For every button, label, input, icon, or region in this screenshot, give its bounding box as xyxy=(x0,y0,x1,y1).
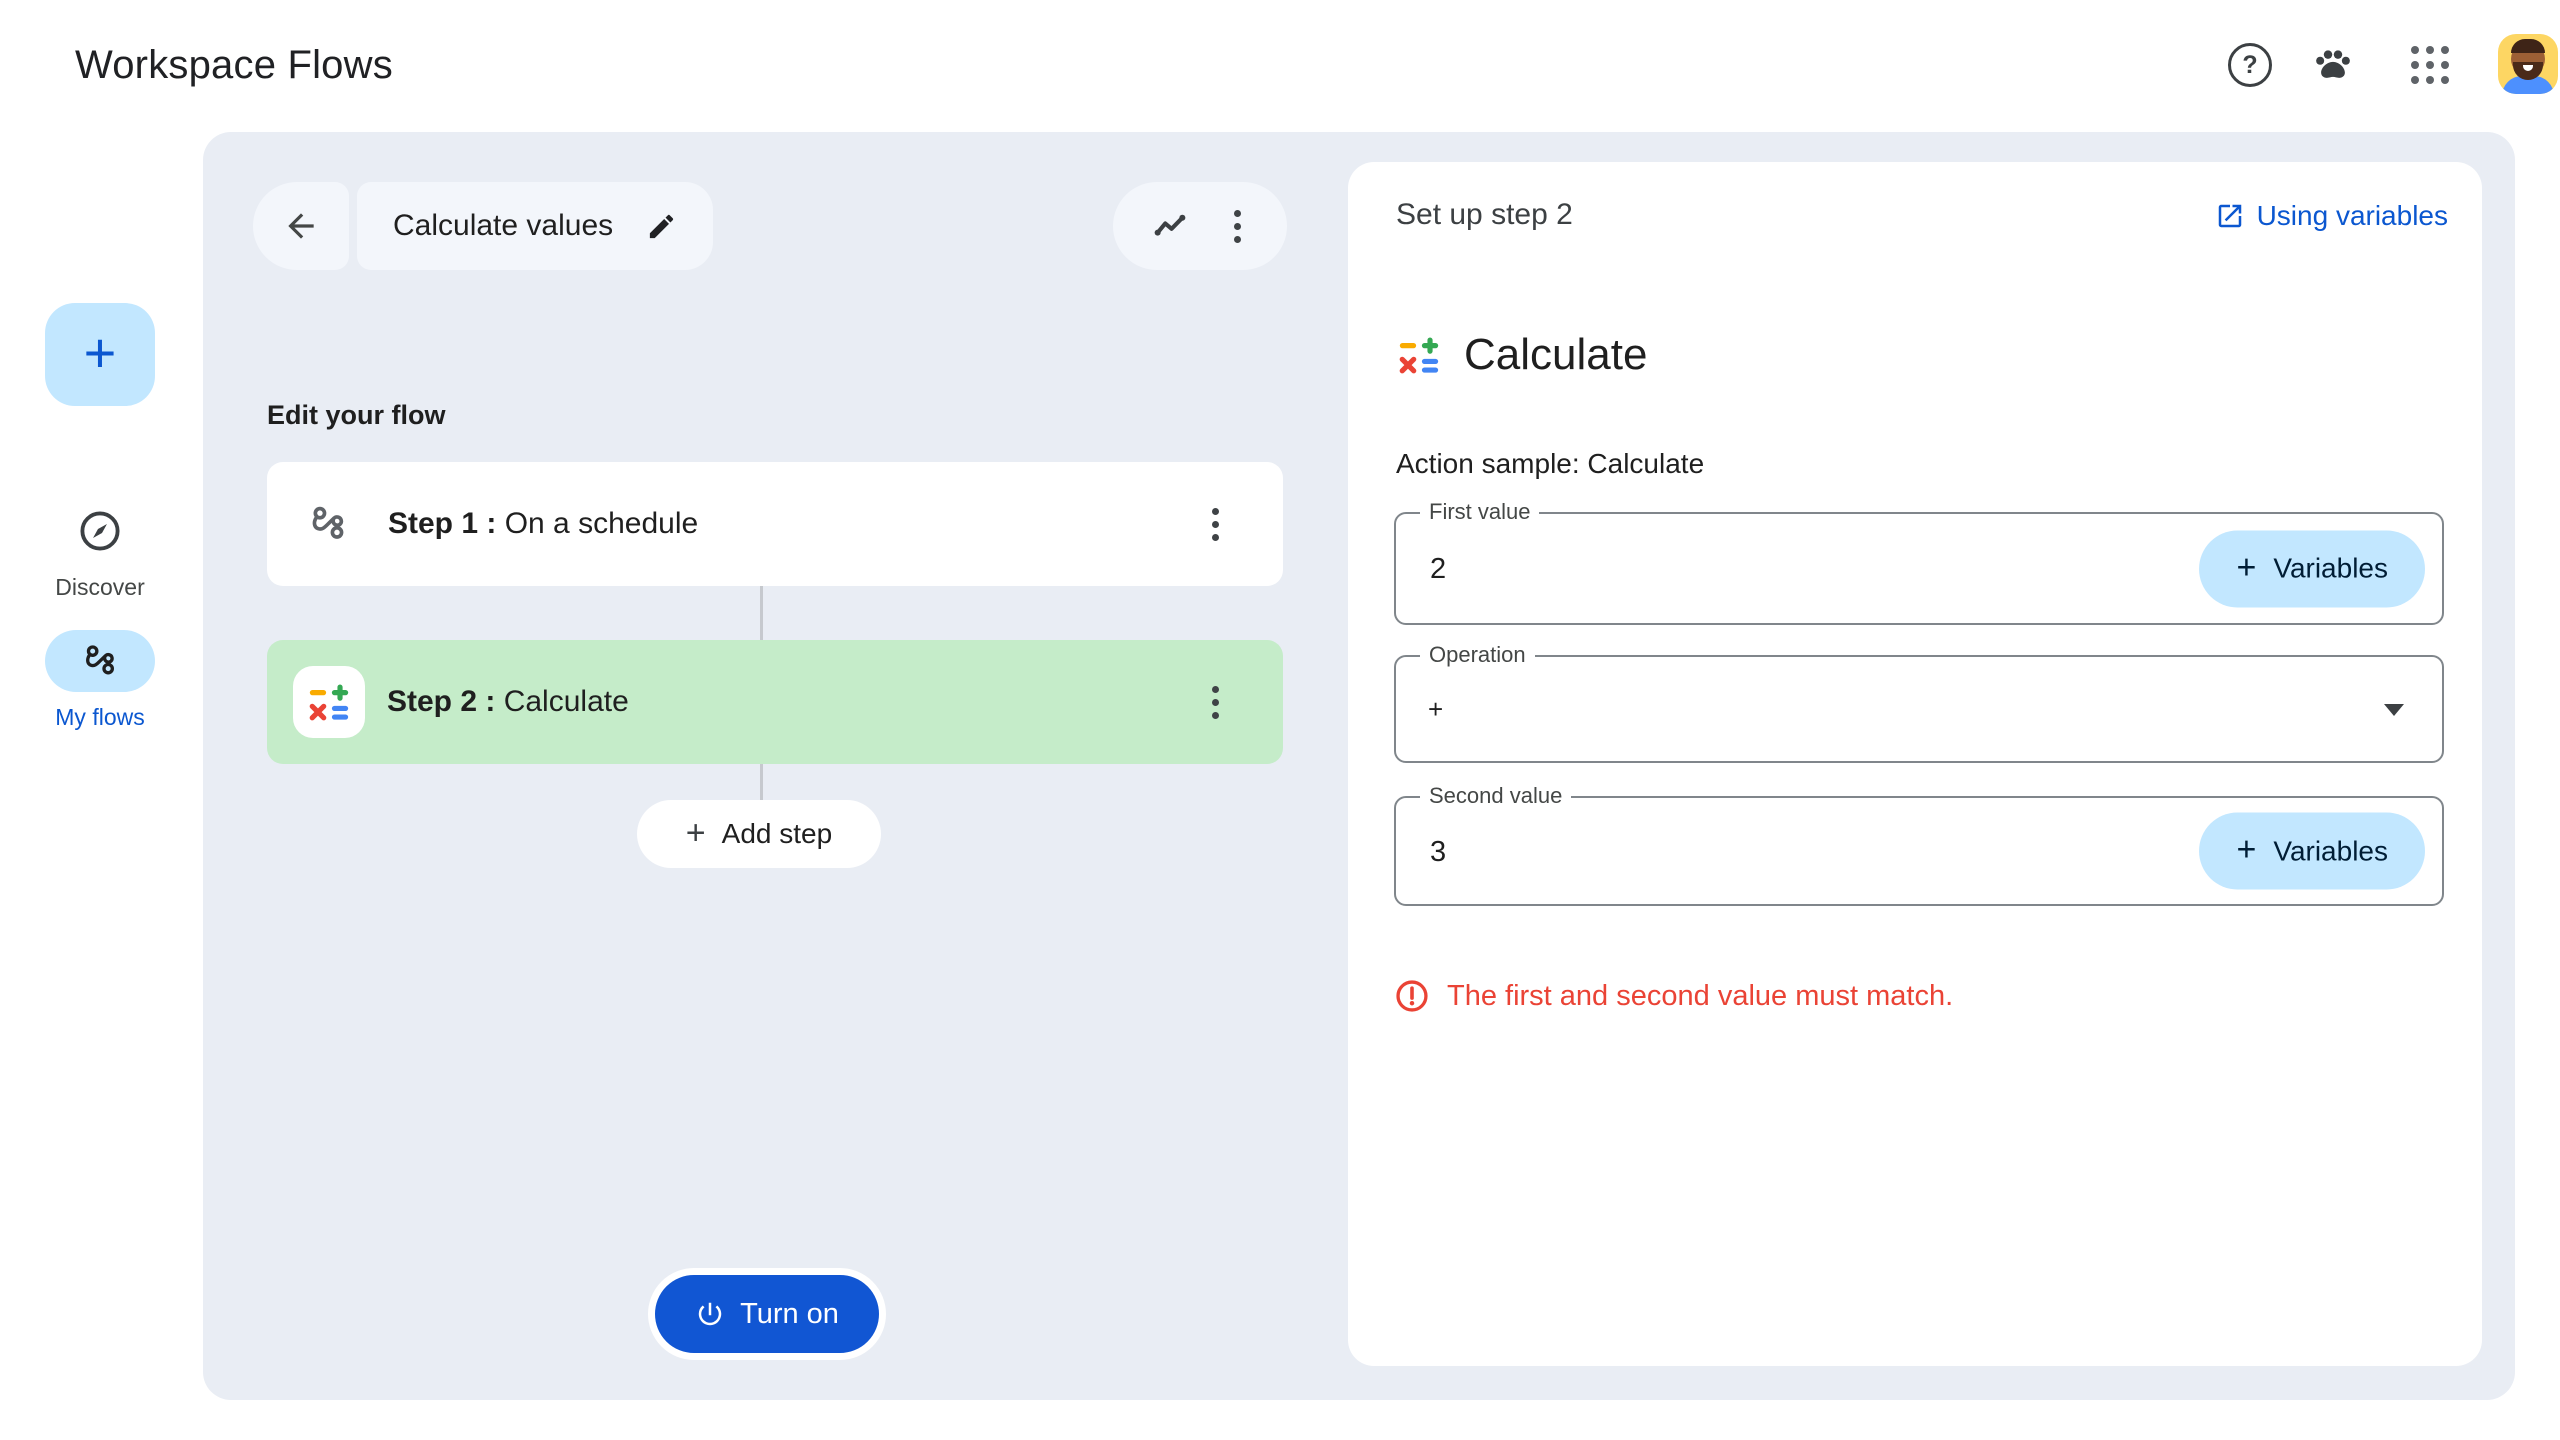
action-heading: Calculate xyxy=(1396,330,1647,380)
error-icon xyxy=(1396,980,1428,1012)
setup-panel xyxy=(1348,162,2482,1366)
app-title: Workspace Flows xyxy=(75,42,393,87)
step-card-1[interactable]: Step 1 : On a schedule xyxy=(267,462,1283,586)
using-variables-link[interactable]: Using variables xyxy=(2210,192,2448,240)
compass-icon xyxy=(80,511,120,551)
error-message: The first and second value must match. xyxy=(1447,979,1954,1012)
second-value-variables-button[interactable]: + Variables xyxy=(2199,812,2425,890)
calculate-icon xyxy=(1399,337,1439,374)
add-step-button[interactable]: + Add step xyxy=(637,800,881,868)
flows-icon xyxy=(312,506,344,539)
chevron-down-icon[interactable] xyxy=(2384,704,2404,716)
paw-icon xyxy=(2316,50,2350,78)
avatar-shirt xyxy=(2502,76,2554,94)
new-flow-button[interactable]: + xyxy=(45,303,155,406)
first-value-input[interactable] xyxy=(1428,514,2032,625)
operation-field[interactable]: Operation + xyxy=(1394,642,2444,763)
step-prefix: Step 1 : xyxy=(388,507,497,540)
step-prefix: Step 2 : xyxy=(387,685,496,718)
plus-icon: + xyxy=(2236,830,2257,869)
sidebar-item-discover[interactable]: Discover xyxy=(0,500,200,601)
sidebar-item-my-flows[interactable]: My flows xyxy=(0,630,200,731)
sidebar-item-label: Discover xyxy=(55,574,145,600)
step-connector xyxy=(760,764,763,800)
flow-name-field[interactable]: Calculate values xyxy=(357,182,713,270)
calculate-icon-box xyxy=(293,666,365,738)
step-label: Step 2 : Calculate xyxy=(387,685,1204,719)
action-sample: Action sample: Calculate xyxy=(1396,448,1705,479)
flows-icon xyxy=(86,645,114,675)
operation-label: Operation xyxy=(1420,642,1535,668)
step-card-2[interactable]: Step 2 : Calculate xyxy=(267,640,1283,764)
step-2-menu-button[interactable] xyxy=(1204,678,1227,727)
help-icon: ? xyxy=(2228,43,2272,87)
avatar-beard xyxy=(2513,62,2543,80)
plus-icon: + xyxy=(83,320,117,384)
sidebar-item-label: My flows xyxy=(55,704,145,730)
arrow-left-icon xyxy=(288,213,314,239)
step-1-menu-button[interactable] xyxy=(1204,500,1227,549)
second-value-input[interactable] xyxy=(1428,798,2032,906)
avatar-hair xyxy=(2511,39,2545,53)
action-title: Calculate xyxy=(1464,330,1648,379)
second-value-field: Second value + Variables xyxy=(1394,783,2444,906)
apps-button[interactable] xyxy=(2407,42,2453,88)
add-step-label: Add step xyxy=(721,818,833,849)
avatar-mouth xyxy=(2523,65,2533,71)
variables-label: Variables xyxy=(2273,552,2388,584)
turn-on-label: Turn on xyxy=(740,1297,839,1330)
flow-menu-button[interactable] xyxy=(1226,202,1249,251)
pencil-icon[interactable] xyxy=(646,211,677,242)
plus-icon: + xyxy=(685,813,706,852)
my-flows-pill xyxy=(45,630,155,692)
flow-actions-pill xyxy=(1113,182,1287,270)
flow-name: Calculate values xyxy=(393,209,614,242)
turn-on-button[interactable]: Turn on xyxy=(648,1268,886,1360)
step-title: On a schedule xyxy=(504,507,699,540)
panel-header: Set up step 2 xyxy=(1396,198,1573,231)
avatar[interactable] xyxy=(2498,34,2558,94)
step-connector xyxy=(760,586,763,640)
discover-pill xyxy=(45,500,155,562)
validation-error: The first and second value must match. xyxy=(1394,978,1953,1014)
help-button[interactable]: ? xyxy=(2227,42,2273,88)
apps-grid-icon xyxy=(2411,46,2449,84)
top-bar: Workspace Flows ? xyxy=(0,0,2560,130)
first-value-field: First value + Variables xyxy=(1394,499,2444,625)
using-variables-label: Using variables xyxy=(2256,200,2448,231)
plus-icon: + xyxy=(2236,548,2257,586)
activity-icon[interactable] xyxy=(1151,207,1189,245)
back-button[interactable] xyxy=(253,182,349,270)
power-icon xyxy=(698,1302,722,1326)
open-in-new-icon xyxy=(2218,204,2241,228)
section-title: Edit your flow xyxy=(267,400,446,430)
operation-value: + xyxy=(1428,693,1444,724)
first-value-variables-button[interactable]: + Variables xyxy=(2199,530,2425,607)
variables-label: Variables xyxy=(2273,835,2388,866)
pets-button[interactable] xyxy=(2310,42,2356,88)
step-label: Step 1 : On a schedule xyxy=(388,507,1204,541)
step-title: Calculate xyxy=(503,685,629,718)
calculate-icon xyxy=(309,684,349,721)
